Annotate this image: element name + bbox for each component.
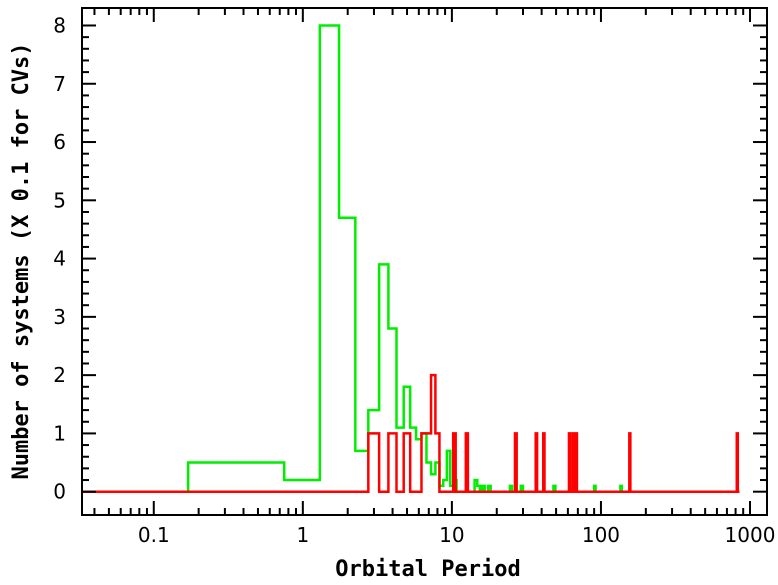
x-tick-label: 100 <box>582 523 620 547</box>
red-series-line <box>82 373 740 493</box>
x-axis-title: Orbital Period <box>335 557 520 582</box>
y-tick-label: 2 <box>53 363 66 387</box>
y-tick-label: 8 <box>53 13 66 37</box>
y-tick-label: 0 <box>53 480 66 504</box>
plot-frame <box>81 7 768 516</box>
cv-series-line <box>82 24 736 493</box>
ticks-layer: 0.1 1 10 100 1000 0 1 2 3 4 5 6 7 8 <box>53 8 775 547</box>
x-tick-label: 10 <box>439 523 464 547</box>
y-axis-title: Number of systems (X 0.1 for CVs) <box>9 42 34 479</box>
y-tick-label: 3 <box>53 305 66 329</box>
y-tick-label: 7 <box>53 72 66 96</box>
x-tick-label: 0.1 <box>138 523 170 547</box>
series-layer <box>82 24 740 493</box>
y-tick-label: 4 <box>53 247 66 271</box>
x-tick-label: 1 <box>296 523 309 547</box>
x-tick-label: 1000 <box>725 523 776 547</box>
y-tick-label: 6 <box>53 130 66 154</box>
y-tick-label: 5 <box>53 188 66 212</box>
y-tick-label: 1 <box>53 421 66 445</box>
